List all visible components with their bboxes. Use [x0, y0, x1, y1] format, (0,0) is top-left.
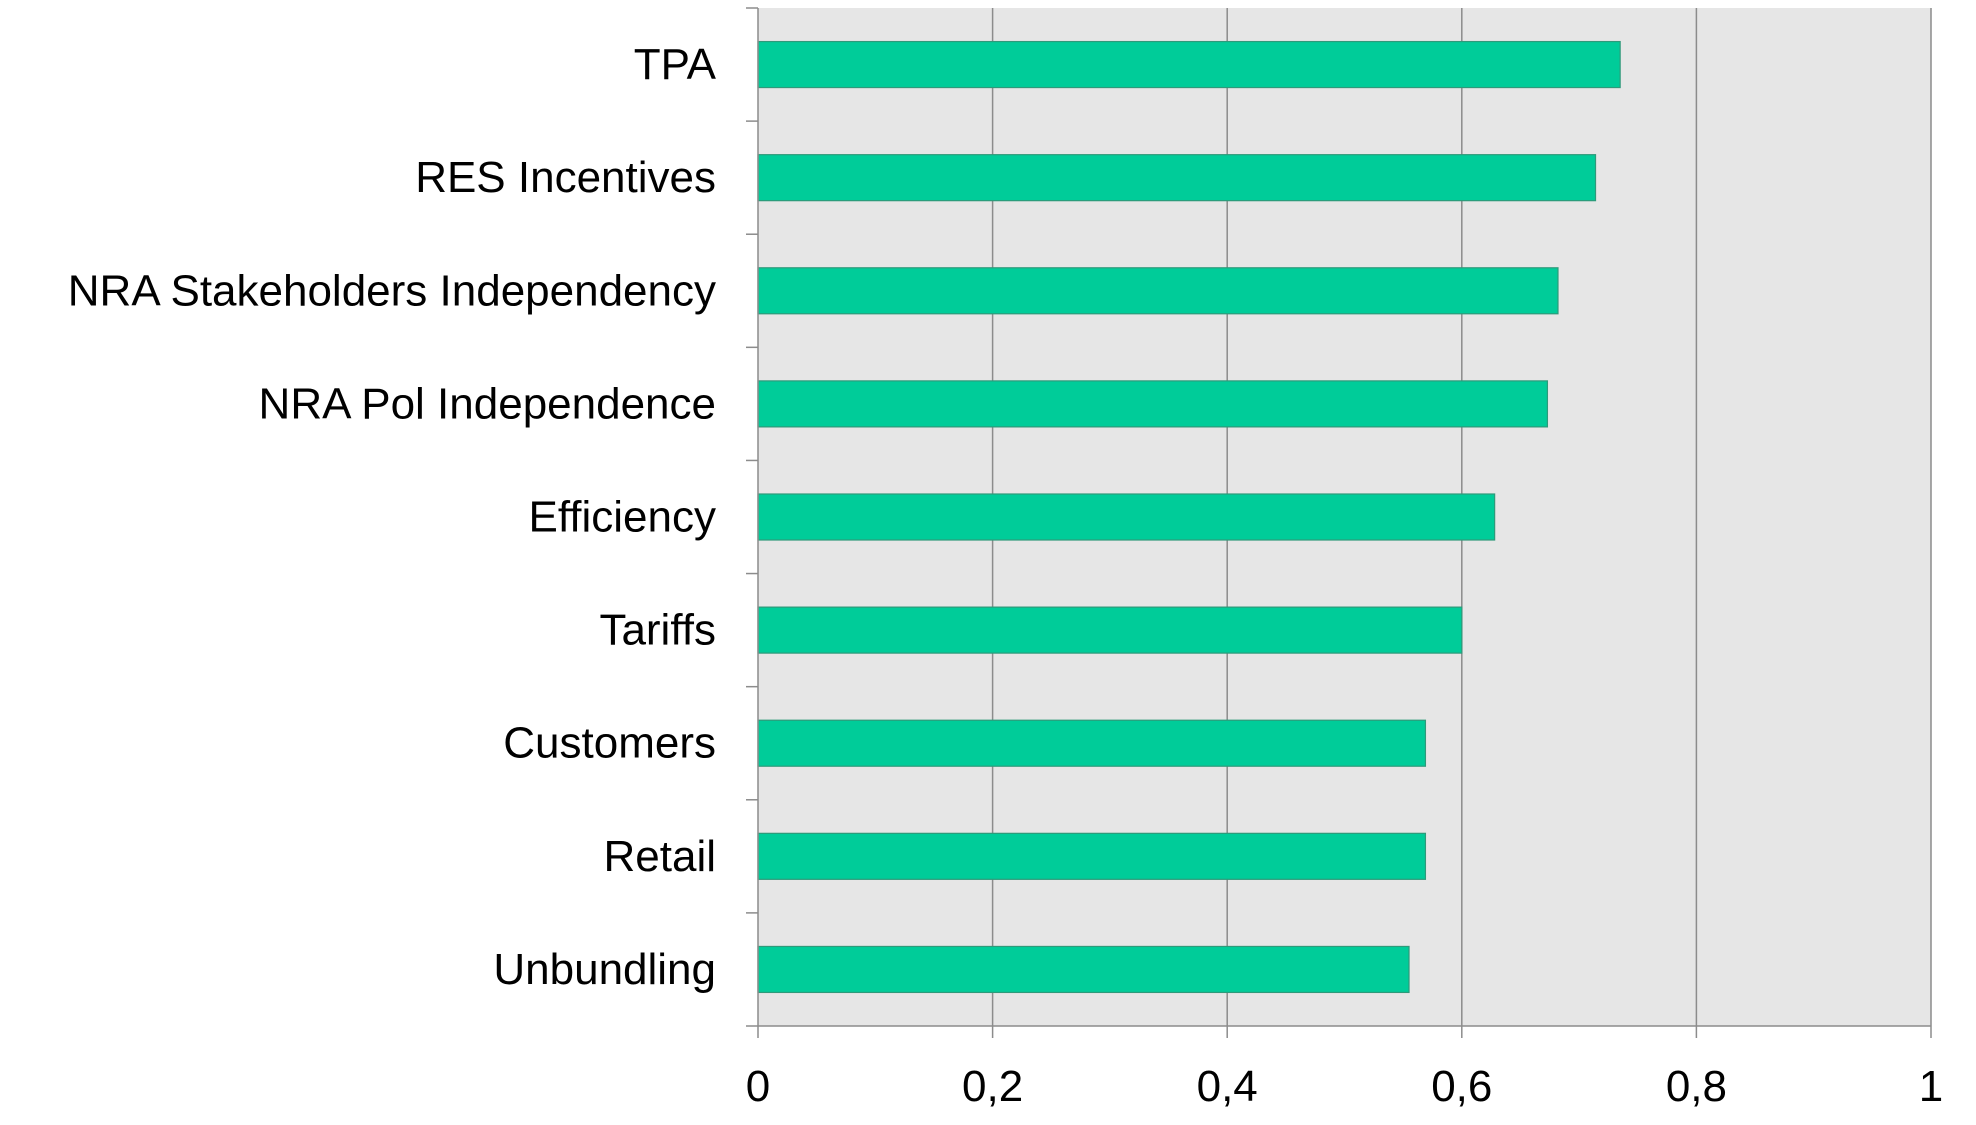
bar: [757, 719, 1427, 767]
x-tick-label: 0,6: [1431, 1062, 1492, 1111]
category-label: Efficiency: [529, 493, 717, 542]
bars: [757, 40, 1621, 994]
category-label: Tariffs: [599, 606, 716, 655]
bar: [757, 832, 1427, 880]
category-label: TPA: [634, 40, 717, 89]
bar: [757, 945, 1410, 994]
x-tick-label: 1: [1919, 1062, 1943, 1111]
x-tick-label: 0,2: [962, 1062, 1023, 1111]
x-tick-labels: 0 0,2 0,4 0,6 0,8 1: [746, 1062, 1943, 1111]
category-label: Unbundling: [493, 945, 716, 994]
x-tick-label: 0: [746, 1062, 770, 1111]
bar: [757, 154, 1597, 202]
category-label: RES Incentives: [415, 153, 716, 202]
category-label: Customers: [503, 719, 716, 768]
category-label: Retail: [604, 832, 717, 881]
x-tick-label: 0,4: [1197, 1062, 1258, 1111]
bar: [757, 606, 1463, 654]
axes: [746, 7, 1932, 1038]
category-labels: TPA RES Incentives NRA Stakeholders Indepe…: [68, 40, 717, 994]
category-label: NRA Stakeholders Independency: [68, 266, 716, 315]
bar: [757, 493, 1496, 541]
bar: [757, 267, 1559, 315]
bar: [757, 380, 1549, 428]
x-tick-label: 0,8: [1666, 1062, 1727, 1111]
bar: [757, 40, 1621, 89]
category-label: NRA Pol Independence: [259, 379, 716, 428]
